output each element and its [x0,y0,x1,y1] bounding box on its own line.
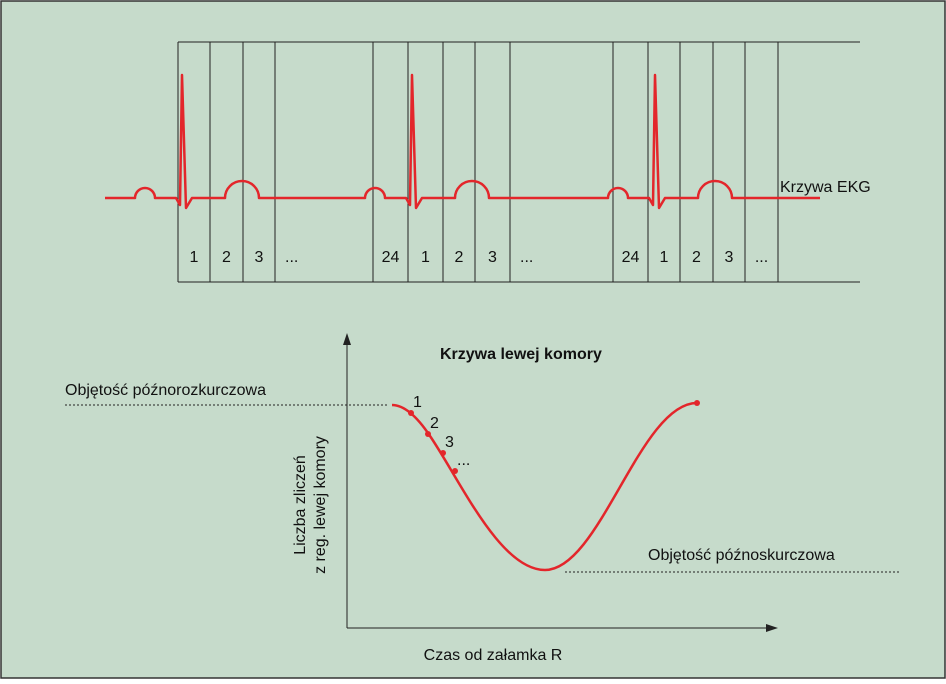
point-label: 2 [430,415,439,432]
sample-point [408,410,414,416]
frame-number: 2 [692,249,701,266]
lv-curve [391,401,698,572]
frame-number: 24 [622,249,640,266]
x-arrow [766,624,778,632]
frame-number: 1 [660,249,669,266]
point-label: ... [457,452,470,469]
frame-grid [177,41,860,283]
lv-title: Krzywa lewej komory [440,346,602,363]
point-label: 3 [445,434,454,451]
frame-number: ... [755,249,768,266]
y-arrow [343,333,351,345]
sample-points: 123... [408,394,470,474]
frame-number: 3 [255,249,264,266]
y-label-1: Liczba zliczeń [292,455,309,555]
sample-point [440,450,446,456]
sample-point [452,468,458,474]
point-label: 1 [413,394,422,411]
frame-number: ... [285,249,298,266]
ekg-curve [105,73,820,210]
frame-number: 24 [382,249,400,266]
frame-number: 3 [725,249,734,266]
frame-number: 2 [222,249,231,266]
frame-number: 2 [455,249,464,266]
esv-label: Objętość późnoskurczowa [648,547,835,564]
y-label-2: z reg. lewej komory [312,436,329,574]
ekg-label: Krzywa EKG [780,179,871,196]
sample-point [425,431,431,437]
frame-number: ... [520,249,533,266]
edv-label: Objętość późnorozkurczowa [65,382,266,399]
end-point [694,400,700,406]
x-label: Czas od załamka R [424,647,563,664]
frame-number: 1 [421,249,430,266]
frame-number: 1 [190,249,199,266]
frame-number: 3 [488,249,497,266]
